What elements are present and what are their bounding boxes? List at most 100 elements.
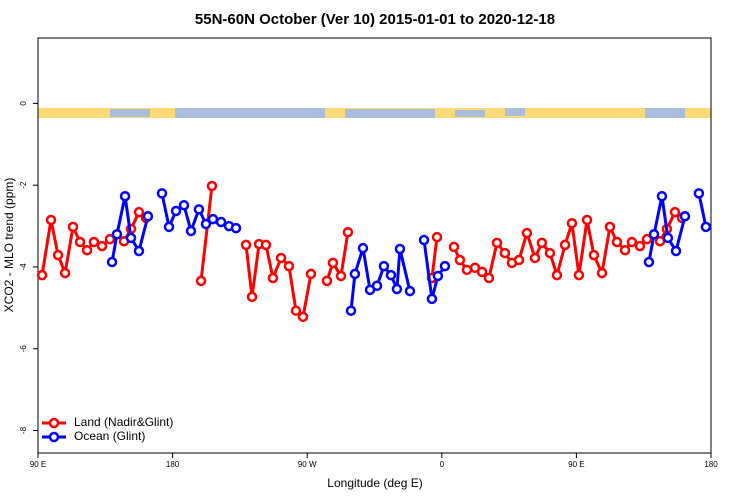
data-point [88, 236, 100, 248]
data-point [679, 211, 691, 222]
data-point [559, 239, 571, 251]
data-point [195, 275, 207, 287]
data-point [476, 266, 488, 278]
data-point [521, 227, 533, 239]
data-point [185, 225, 197, 237]
data-point [342, 226, 354, 238]
data-point [499, 247, 511, 259]
data-point [142, 211, 154, 222]
data-point [193, 204, 205, 215]
y-tick-label: -8 [19, 426, 28, 434]
data-point [619, 244, 631, 256]
data-point [81, 244, 93, 256]
data-point [52, 249, 64, 261]
data-point [461, 264, 473, 276]
y-tick-label: -4 [19, 263, 28, 271]
data-point [604, 221, 616, 233]
data-point [321, 275, 333, 287]
data-point [297, 311, 309, 323]
data-point [178, 199, 190, 211]
data-point [170, 205, 182, 217]
data-point [643, 256, 655, 268]
data-point [431, 231, 443, 243]
data-point [670, 245, 682, 257]
data-point [36, 269, 48, 281]
x-tick-label: 90 W [298, 460, 317, 469]
data-point [240, 239, 252, 251]
data-point [246, 291, 258, 303]
data-point [111, 229, 123, 240]
data-point [96, 240, 108, 252]
data-point [206, 180, 218, 192]
x-tick-label: 180 [166, 460, 180, 469]
data-point [357, 242, 369, 254]
x-tick-label: 0 [440, 460, 445, 469]
data-point [349, 268, 361, 280]
data-point [536, 237, 548, 249]
data-point [700, 221, 712, 233]
legend-label: Ocean (Glint) [74, 429, 145, 443]
data-point [133, 245, 145, 257]
data-point [454, 254, 466, 266]
data-point [573, 269, 585, 281]
data-point [290, 305, 302, 316]
data-point [260, 239, 272, 251]
data-point [335, 270, 347, 282]
data-point [662, 232, 674, 244]
plot-frame [37, 37, 712, 454]
data-point [693, 188, 705, 199]
data-point [230, 222, 242, 234]
data-point [566, 217, 578, 229]
y-tick-label: -2 [19, 181, 28, 189]
data-point [275, 252, 287, 264]
data-point [371, 280, 383, 292]
data-point [215, 216, 227, 228]
data-point [483, 272, 495, 284]
data-point [544, 247, 556, 259]
chart-title: 55N-60N October (Ver 10) 2015-01-01 to 2… [195, 11, 555, 28]
data-point [641, 233, 653, 245]
data-point [448, 241, 460, 253]
data-point [551, 269, 563, 281]
data-point [200, 218, 212, 230]
data-point [432, 270, 444, 282]
data-point [529, 252, 541, 264]
data-point [626, 236, 638, 248]
x-axis-label: Longitude (deg E) [327, 476, 422, 490]
data-point [581, 214, 593, 226]
legend-label: Land (Nadir&Glint) [74, 415, 173, 429]
data-point [267, 272, 279, 284]
data-point [656, 190, 668, 202]
data-point [404, 285, 416, 297]
data-point [648, 229, 660, 240]
data-point [491, 237, 503, 249]
x-tick-label: 90 E [30, 460, 46, 469]
data-point [391, 283, 403, 295]
data-point [394, 243, 406, 255]
data-point [74, 236, 86, 248]
data-point [385, 269, 397, 281]
data-point [439, 260, 451, 272]
data-point [104, 233, 116, 245]
data-point [426, 293, 438, 305]
data-point [513, 254, 525, 266]
data-point [283, 260, 295, 272]
data-point [611, 236, 623, 248]
data-point [596, 267, 608, 279]
data-point [59, 267, 71, 279]
legend-marker [48, 431, 60, 443]
data-point [588, 249, 600, 261]
y-tick-label: 0 [19, 101, 28, 106]
data-point [133, 206, 145, 218]
x-tick-label: 90 E [568, 460, 584, 469]
y-axis-label: XCO2 - MLO trend (ppm) [2, 178, 16, 313]
data-point [156, 188, 168, 199]
data-point [45, 214, 57, 226]
data-point [163, 221, 175, 233]
data-point [305, 268, 317, 280]
data-point [119, 190, 131, 202]
data-point [669, 206, 681, 218]
data-point [125, 232, 137, 244]
legend-marker [48, 417, 60, 429]
